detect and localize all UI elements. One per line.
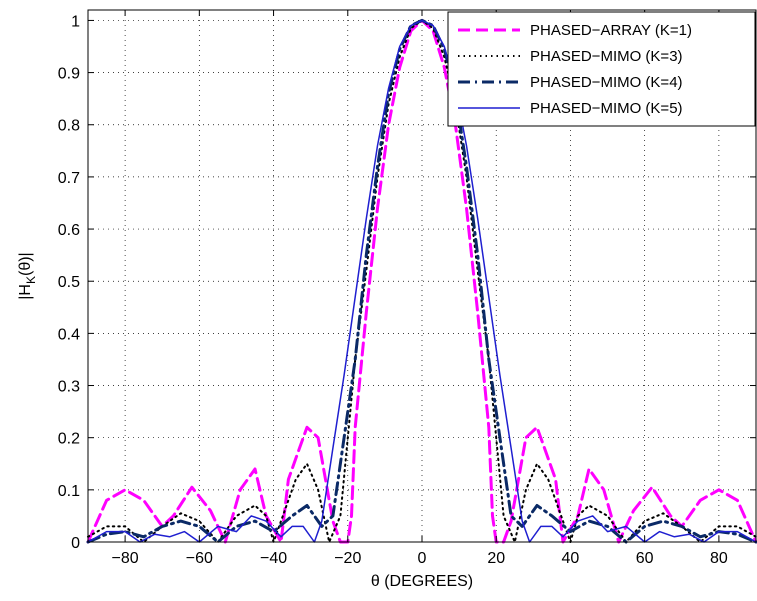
y-tick-label: 0.9: [58, 66, 80, 83]
y-axis-label-sub: K: [24, 276, 38, 284]
x-tick-label: 80: [710, 550, 728, 567]
y-axis-label: |HK(θ)|: [17, 252, 38, 299]
x-tick-label: 20: [487, 550, 505, 567]
y-tick-label: 0.3: [58, 379, 80, 396]
legend-label-4: PHASED−MIMO (K=5): [530, 100, 683, 117]
x-tick-label: 40: [562, 550, 580, 567]
y-tick-label: 0.1: [58, 483, 80, 500]
legend: PHASED−ARRAY (K=1) PHASED−MIMO (K=3) PHASE…: [447, 11, 756, 127]
ticks: −80 −60 −40 −20 0 20 40 60 80 0 0.1 0.2 0.3 0.4 0.5 0.6…: [58, 10, 756, 567]
y-axis-label-main: |H: [17, 284, 34, 300]
y-axis-label-tail: (θ)|: [17, 252, 34, 276]
y-tick-label: 0.6: [58, 222, 80, 239]
x-tick-label: −20: [334, 550, 361, 567]
x-tick-label: 60: [636, 550, 654, 567]
y-tick-label: 1: [71, 13, 80, 30]
y-tick-label: 0.7: [58, 170, 80, 187]
y-tick-label: 0.4: [58, 326, 80, 343]
x-tick-label: 0: [418, 550, 427, 567]
grid: [88, 10, 756, 543]
x-tick-label: −80: [112, 550, 139, 567]
legend-label-3: PHASED−MIMO (K=4): [530, 74, 683, 91]
x-axis-label: θ (DEGREES): [371, 573, 473, 590]
y-tick-label: 0.8: [58, 118, 80, 135]
legend-label-1: PHASED−ARRAY (K=1): [530, 22, 692, 39]
x-tick-label: −60: [186, 550, 213, 567]
y-tick-label: 0.2: [58, 431, 80, 448]
legend-label-2: PHASED−MIMO (K=3): [530, 48, 683, 65]
x-tick-label: −40: [260, 550, 287, 567]
series-group: [86, 18, 757, 544]
y-tick-label: 0: [71, 535, 80, 552]
series-line-4: [87, 19, 757, 543]
y-tick-label: 0.5: [58, 274, 80, 291]
